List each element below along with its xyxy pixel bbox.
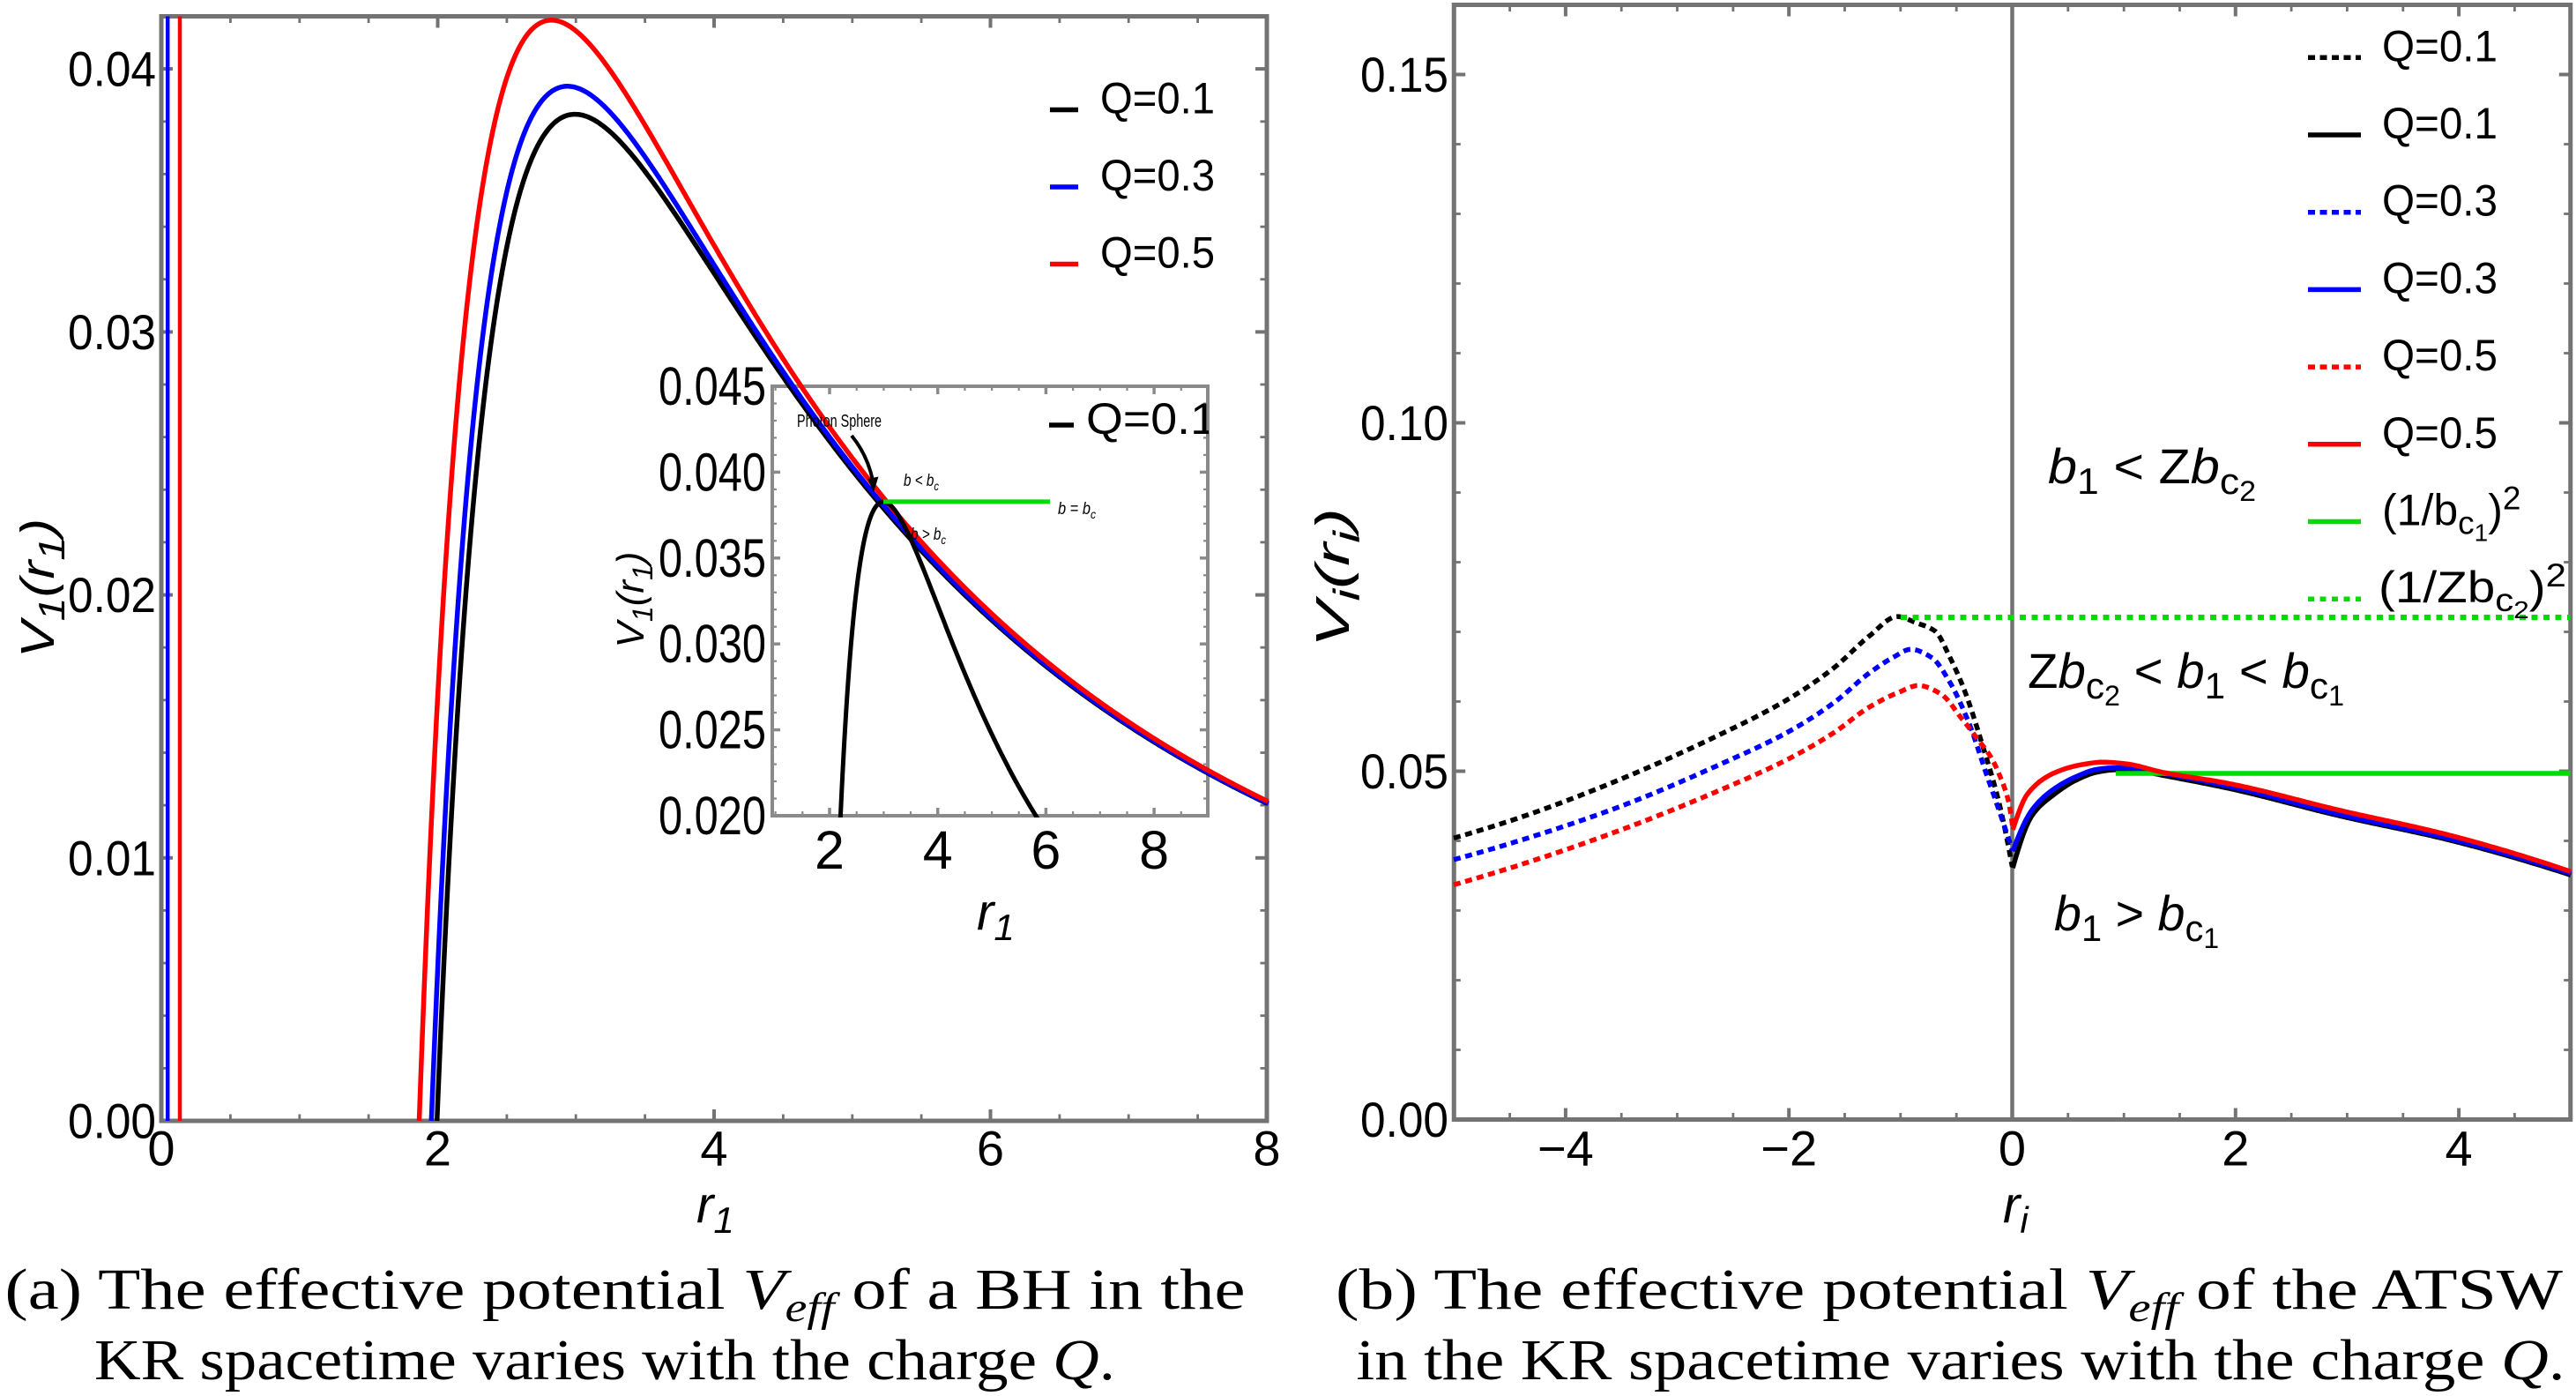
svg-text:0.04: 0.04	[68, 41, 156, 97]
svg-text:Q=0.1: Q=0.1	[1100, 74, 1215, 123]
svg-text:Q=0.5: Q=0.5	[2382, 331, 2498, 380]
svg-text:Q=0.1: Q=0.1	[2382, 21, 2498, 71]
svg-text:0.03: 0.03	[68, 304, 156, 360]
svg-text:2: 2	[815, 820, 845, 880]
svg-text:Q=0.5: Q=0.5	[1100, 228, 1215, 278]
svg-text:2: 2	[424, 1121, 451, 1176]
svg-text:8: 8	[1139, 820, 1169, 880]
svg-text:0.045: 0.045	[659, 356, 766, 416]
svg-text:2: 2	[2222, 1121, 2249, 1176]
svg-text:0.15: 0.15	[1360, 47, 1448, 102]
svg-text:0.00: 0.00	[1360, 1092, 1448, 1147]
svg-text:Q=0.5: Q=0.5	[2382, 408, 2498, 458]
svg-text:b = bc: b = bc	[1058, 500, 1096, 521]
svg-text:6: 6	[1031, 820, 1061, 880]
svg-text:Vi(ri): Vi(ri)	[1307, 508, 1367, 647]
svg-text:0.02: 0.02	[68, 567, 156, 623]
svg-text:0.05: 0.05	[1360, 743, 1448, 799]
svg-text:4: 4	[923, 820, 953, 880]
svg-text:b1 < Zbc2: b1 < Zbc2	[2048, 438, 2256, 507]
svg-text:−4: −4	[1537, 1121, 1594, 1176]
svg-text:4: 4	[700, 1121, 727, 1176]
svg-text:Q=0.3: Q=0.3	[2382, 176, 2498, 226]
svg-text:0.10: 0.10	[1360, 395, 1448, 451]
svg-text:in the KR spacetime varies wit: in the KR spacetime varies with the char…	[1357, 1328, 2565, 1392]
svg-text:Q=0.1: Q=0.1	[2382, 99, 2498, 148]
svg-text:b < bc: b < bc	[904, 472, 939, 493]
svg-text:−2: −2	[1761, 1121, 1817, 1176]
svg-text:KR spacetime varies with the c: KR spacetime varies with the charge Q.	[94, 1328, 1115, 1392]
svg-text:Q=0.3: Q=0.3	[2382, 253, 2498, 302]
svg-text:6: 6	[977, 1121, 1004, 1176]
svg-text:0: 0	[1999, 1121, 2026, 1176]
svg-text:Q=0.3: Q=0.3	[1100, 151, 1215, 200]
svg-text:0.040: 0.040	[659, 442, 766, 502]
svg-text:4: 4	[2446, 1121, 2473, 1176]
svg-text:Photon Sphere: Photon Sphere	[797, 412, 882, 431]
svg-text:Q=0.1: Q=0.1	[1086, 394, 1217, 444]
svg-text:0.020: 0.020	[659, 786, 766, 846]
svg-text:0.01: 0.01	[68, 830, 156, 885]
svg-text:8: 8	[1253, 1121, 1280, 1176]
svg-text:0.025: 0.025	[659, 700, 766, 760]
svg-text:b1 > bc1: b1 > bc1	[2054, 885, 2219, 954]
svg-text:0.035: 0.035	[659, 528, 766, 588]
svg-text:V1(r1): V1(r1)	[11, 519, 72, 658]
svg-text:0: 0	[147, 1121, 175, 1176]
svg-text:b > bc: b > bc	[911, 526, 946, 547]
svg-text:0.00: 0.00	[68, 1094, 156, 1149]
svg-text:0.030: 0.030	[659, 614, 766, 674]
